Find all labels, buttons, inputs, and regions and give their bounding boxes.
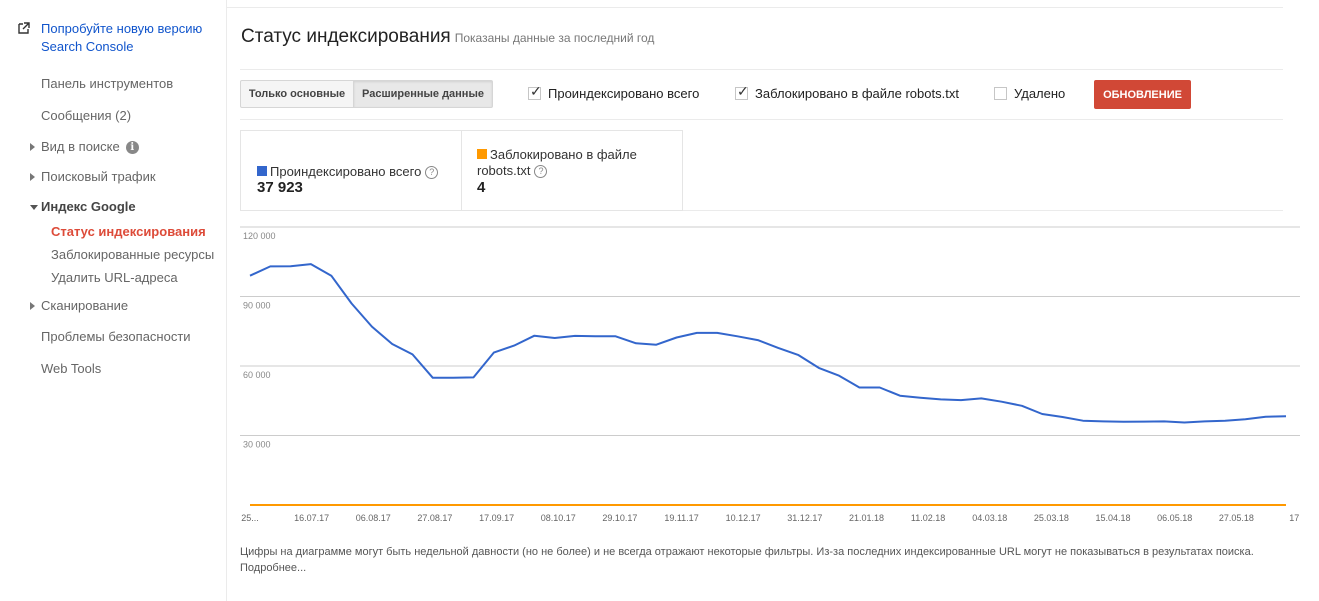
x-tick-label: 25.03.18 [1034,513,1069,523]
nav-google-index[interactable]: Индекс Google [41,199,136,214]
blocked-robots-checkbox[interactable]: ✓ [735,83,749,100]
divider [683,210,1283,211]
x-tick-label: 31.12.17 [787,513,822,523]
blocked-summary-label-line2: robots.txt [477,163,531,178]
nav-crawl[interactable]: Сканирование [41,298,129,313]
checkmark-icon: ✓ [737,83,749,99]
blocked-summary-card: Заблокировано в файле robots.txt? 4 [461,130,683,211]
chevron-right-icon[interactable] [30,302,35,310]
divider [240,69,1283,70]
nav-dashboard[interactable]: Панель инструментов [41,76,174,91]
x-tick-label: 06.05.18 [1157,513,1192,523]
x-tick-label: 04.03.18 [972,513,1007,523]
x-tick-label: 27.08.17 [417,513,452,523]
checkmark-icon: ✓ [530,83,542,99]
blocked-legend-swatch [477,149,487,159]
nav-search-appearance-label: Вид в поиске [41,139,120,154]
x-tick-label: 27.05.18 [1219,513,1254,523]
advanced-data-toggle[interactable]: Расширенные данные [353,80,493,108]
x-tick-label: 10.12.17 [726,513,761,523]
blocked-robots-checkbox-label[interactable]: Заблокировано в файле robots.txt [755,86,959,101]
x-tick-label: 25... [241,513,259,523]
y-tick-label: 90 000 [243,301,271,311]
chevron-right-icon[interactable] [30,173,35,181]
info-icon[interactable]: i [125,141,139,155]
y-tick-label: 30 000 [243,440,271,450]
x-tick-label: 17.09.17 [479,513,514,523]
page-subtitle: Показаны данные за последний год [454,31,655,45]
nav-blocked-resources[interactable]: Заблокированные ресурсы [51,247,215,262]
help-icon[interactable]: ? [425,166,439,179]
indexed-total-checkbox[interactable]: ✓ [528,83,542,100]
x-tick-label: 16.07.17 [294,513,329,523]
nav-search-traffic[interactable]: Поисковый трафик [41,169,156,184]
divider [240,119,1283,120]
x-tick-label: 17... [1289,513,1300,523]
nav-search-appearance[interactable]: Вид в поиске i [41,139,139,155]
x-tick-label: 11.02.18 [911,513,945,523]
nav-messages[interactable]: Сообщения (2) [41,108,132,123]
new-version-link[interactable]: Попробуйте новую версию Search Console [41,21,203,54]
blocked-summary-label: Заблокировано в файле robots.txt? [477,147,637,179]
nav-index-status[interactable]: Статус индексирования [51,224,206,239]
chevron-down-icon[interactable] [30,205,38,210]
chevron-right-icon[interactable] [30,143,35,151]
indexed-total-checkbox-label[interactable]: Проиндексировано всего [548,86,700,101]
index-status-chart: 120 000 90 000 60 000 30 000 25... 16.07.17 06… [240,226,1300,523]
help-icon[interactable]: ? [534,165,548,178]
external-link-icon [18,22,30,34]
sidebar: Попробуйте новую версию Search Console П… [0,0,227,601]
chart-footnote: Цифры на диаграмме могут быть недельной … [240,546,1254,574]
y-tick-label: 60 000 [243,370,271,380]
x-tick-label: 19.11.17 [664,513,698,523]
indexed-summary-label-text: Проиндексировано всего [270,164,422,179]
indexed-summary-card: Проиндексировано всего? 37 923 [240,130,462,211]
top-divider [227,7,1283,8]
x-tick-label: 21.01.18 [849,513,884,523]
indexed-summary-value: 37 923 [257,179,303,196]
update-button[interactable]: ОБНОВЛЕНИЕ [1094,80,1191,109]
page-title: Статус индексирования Показаны данные за … [241,26,654,48]
nav-web-tools[interactable]: Web Tools [41,361,102,376]
removed-checkbox[interactable] [994,87,1007,100]
blocked-summary-value: 4 [477,179,486,196]
indexed-legend-swatch [257,166,267,176]
blocked-summary-label-line1: Заблокировано в файле [490,147,637,162]
nav-remove-urls[interactable]: Удалить URL-адреса [51,270,178,285]
basic-data-toggle[interactable]: Только основные [240,80,354,108]
nav-security-issues[interactable]: Проблемы безопасности [41,329,191,344]
x-tick-label: 15.04.18 [1096,513,1131,523]
x-tick-label: 08.10.17 [541,513,576,523]
indexed-summary-label: Проиндексировано всего? [257,164,439,180]
x-tick-label: 06.08.17 [356,513,391,523]
x-tick-label: 29.10.17 [602,513,637,523]
page-title-text: Статус индексирования [241,26,451,47]
removed-checkbox-label[interactable]: Удалено [1014,86,1066,101]
y-tick-label: 120 000 [243,231,276,241]
indexed-series-line[interactable] [249,263,1287,424]
